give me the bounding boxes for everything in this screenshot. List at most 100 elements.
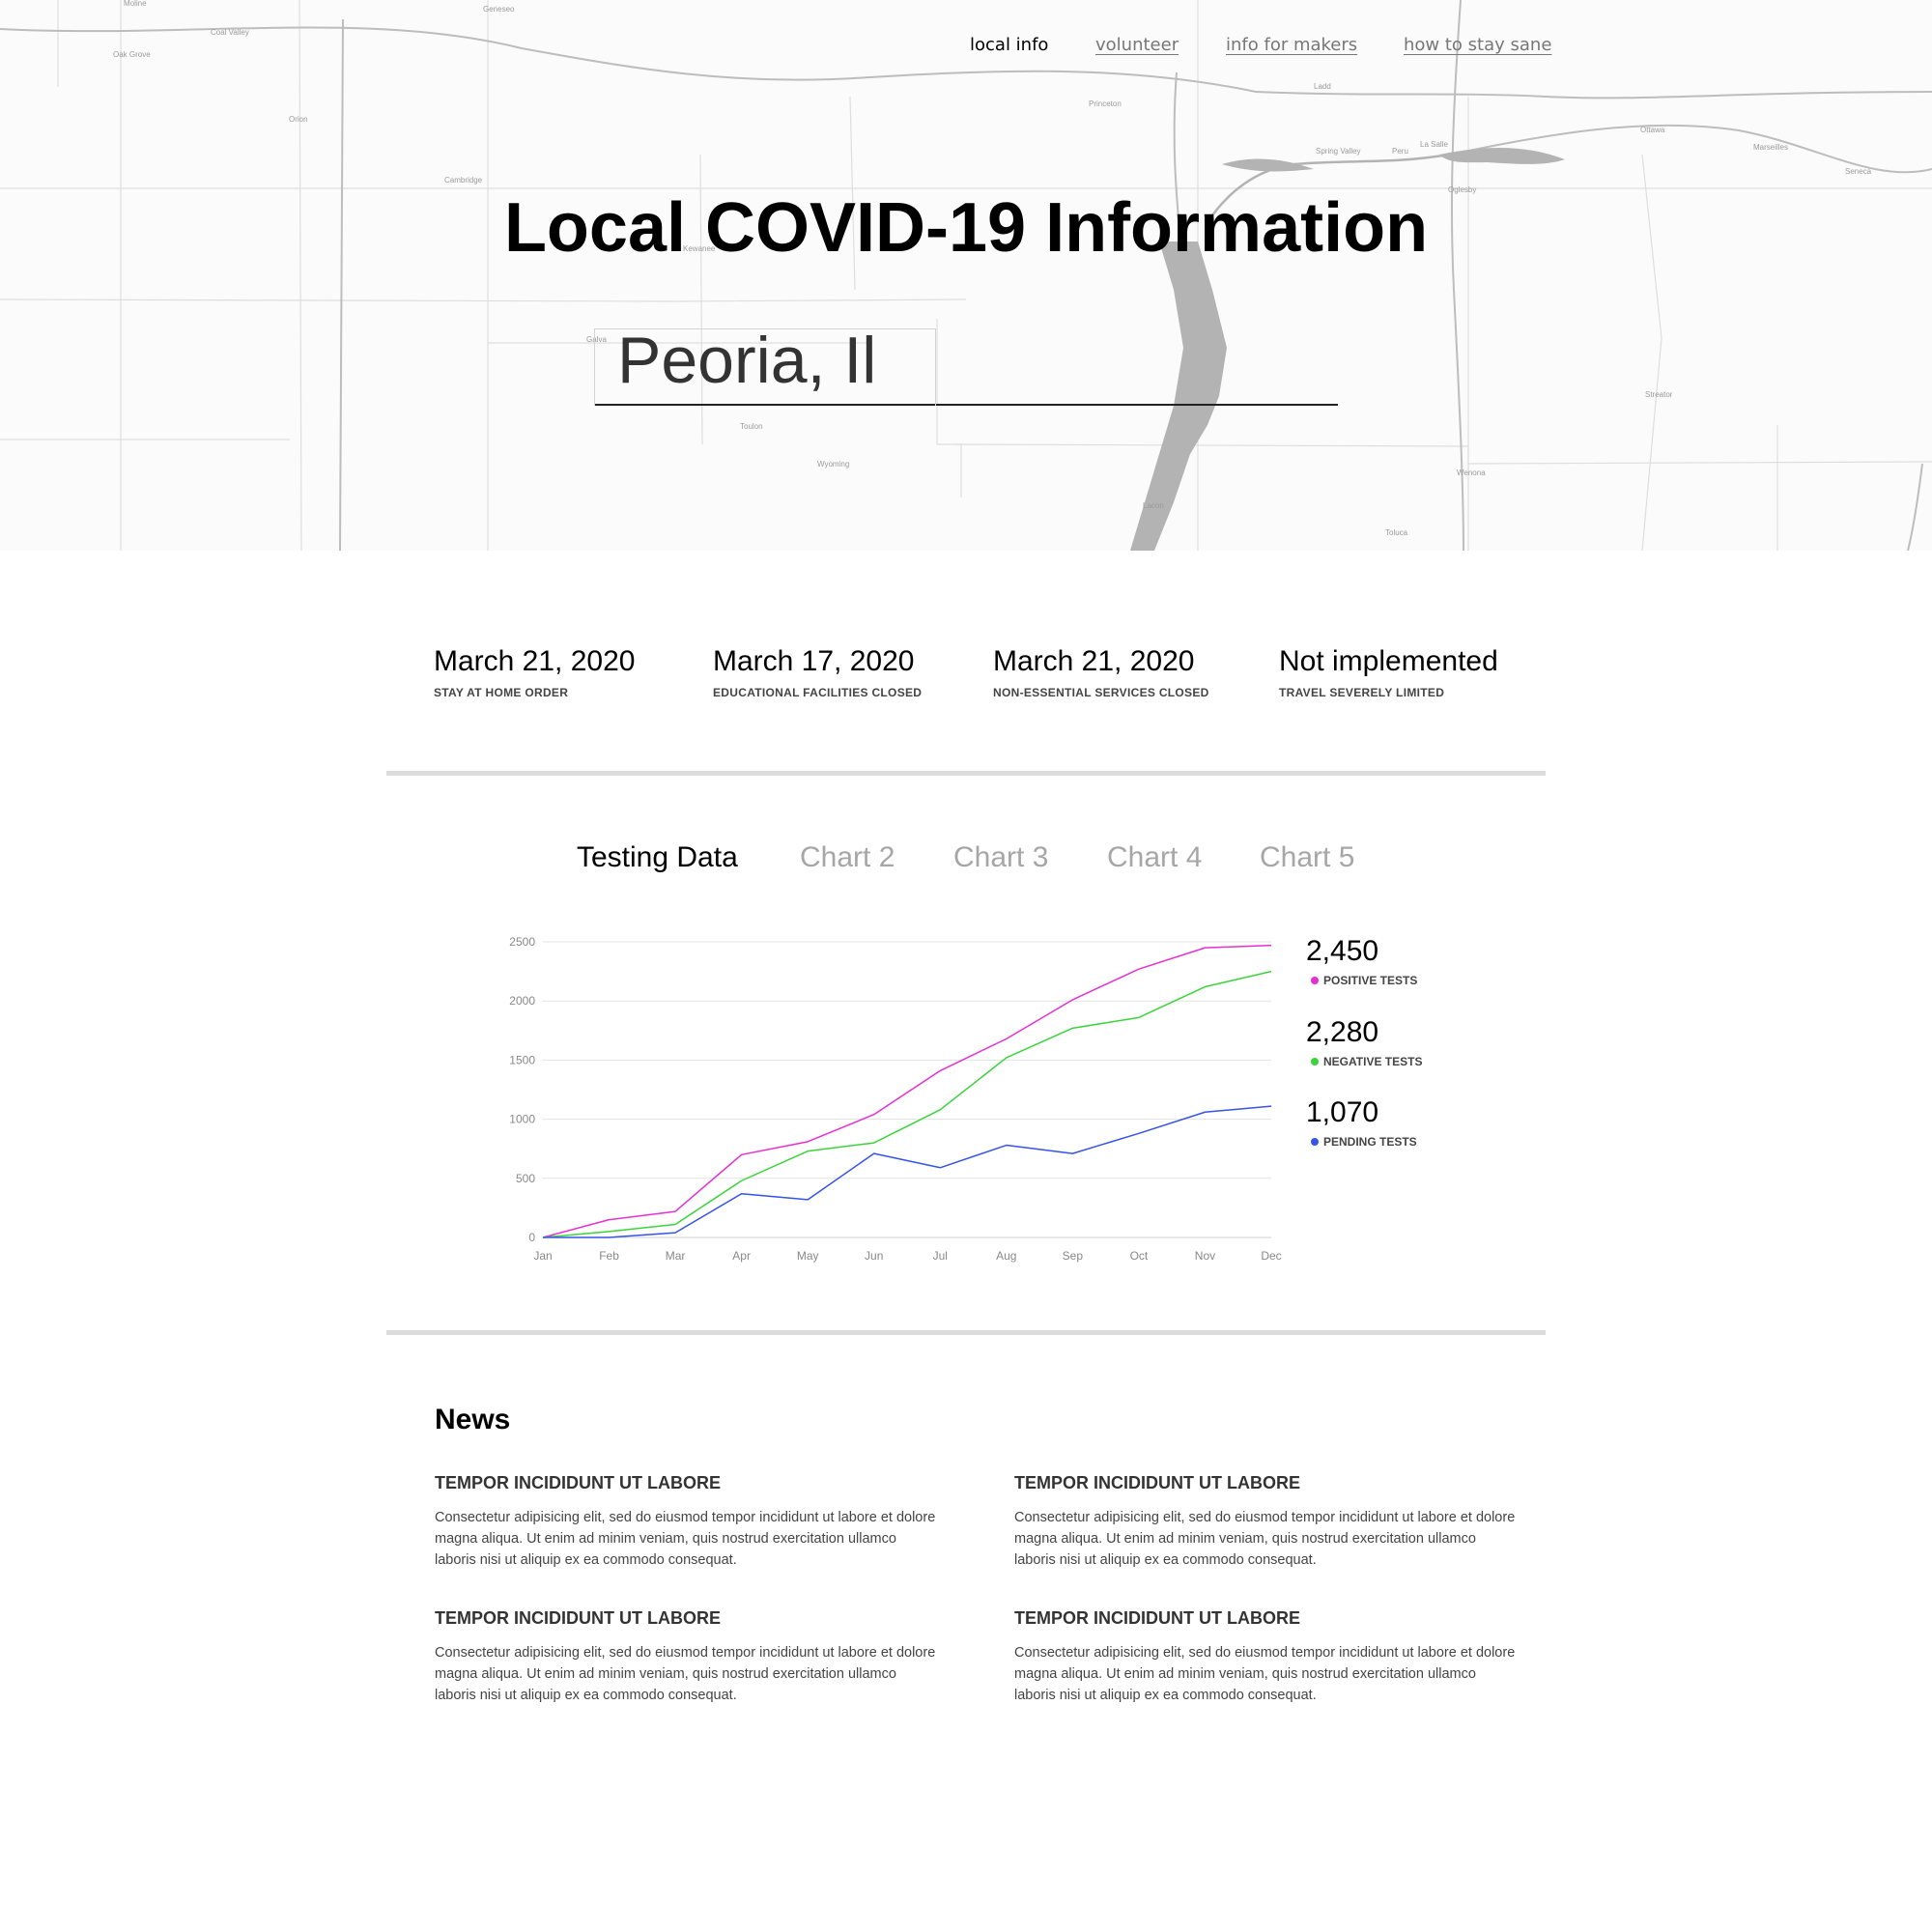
status-label: TRAVEL SEVERELY LIMITED xyxy=(1279,686,1445,699)
tab-chart-5[interactable]: Chart 5 xyxy=(1260,841,1355,873)
news-heading[interactable]: TEMPOR INCIDIDUNT UT LABORE xyxy=(435,1473,721,1492)
map-place-label: Geneseo xyxy=(483,5,515,14)
background-map: Moline Coal Valley Geneseo Oak Grove Ori… xyxy=(0,0,1932,551)
map-place-label: Oglesby xyxy=(1448,185,1476,194)
x-tick-label: Oct xyxy=(1130,1249,1149,1263)
map-place-label: Toluca xyxy=(1385,528,1408,537)
x-tick-label: Jan xyxy=(533,1249,552,1263)
news-item: TEMPOR INCIDIDUNT UT LABORE Consectetur … xyxy=(1014,1608,1517,1706)
status-label: NON-ESSENTIAL SERVICES CLOSED xyxy=(993,686,1209,699)
news-item: TEMPOR INCIDIDUNT UT LABORE Consectetur … xyxy=(435,1473,937,1571)
news-body: Consectetur adipisicing elit, sed do eiu… xyxy=(1014,1645,1516,1703)
legend-label-text: POSITIVE TESTS xyxy=(1323,974,1418,987)
legend-label: POSITIVE TESTS xyxy=(1306,974,1499,987)
page-title: Local COVID-19 Information xyxy=(503,189,1429,267)
restrictions-status-row: March 21, 2020 STAY AT HOME ORDER March … xyxy=(434,645,1554,713)
x-tick-label: Jun xyxy=(865,1249,883,1263)
map-place-label: Ladd xyxy=(1314,82,1331,91)
legend-value: 2,280 xyxy=(1306,1016,1379,1048)
map-place-label: La Salle xyxy=(1420,140,1448,149)
series-line-positive-tests xyxy=(542,944,1272,1238)
news-heading[interactable]: TEMPOR INCIDIDUNT UT LABORE xyxy=(435,1608,721,1628)
series-line-pending-tests xyxy=(543,1105,1272,1238)
y-tick-label: 1500 xyxy=(509,1053,535,1066)
legend-label-text: NEGATIVE TESTS xyxy=(1323,1055,1423,1068)
y-tick-label: 2000 xyxy=(509,994,535,1008)
series-line-negative-tests xyxy=(542,970,1272,1238)
map-place-label: Kewanee xyxy=(683,244,716,253)
status-date: Not implemented xyxy=(1279,645,1498,677)
testing-data-chart: 0 500 1000 1500 2000 2500 Jan Feb Mar Apr May Jun J… xyxy=(509,935,1281,1263)
news-body: Consectetur adipisicing elit, sed do eiu… xyxy=(1014,1510,1516,1568)
map-place-label: Peru xyxy=(1392,147,1408,156)
map-place-label: Toulon xyxy=(740,422,763,431)
x-tick-label: Apr xyxy=(732,1249,751,1263)
map-place-label: Marseilles xyxy=(1753,143,1788,152)
x-tick-label: Nov xyxy=(1195,1249,1215,1263)
legend-dot-icon xyxy=(1311,1138,1319,1146)
map-place-label: Wenona xyxy=(1457,469,1486,477)
status-date: March 21, 2020 xyxy=(993,645,1195,677)
status-item-non-essential-services: March 21, 2020 NON-ESSENTIAL SERVICES CL… xyxy=(993,645,1209,699)
map-place-label: Ottawa xyxy=(1640,126,1665,134)
status-item-travel: Not implemented TRAVEL SEVERELY LIMITED xyxy=(1279,645,1498,699)
x-tick-label: Aug xyxy=(996,1249,1016,1263)
status-label: EDUCATIONAL FACILITIES CLOSED xyxy=(713,686,923,699)
chart-legend: 2,450 POSITIVE TESTS 2,280 NEGATIVE TEST… xyxy=(1306,935,1499,1167)
news-item: TEMPOR INCIDIDUNT UT LABORE Consectetur … xyxy=(435,1608,937,1706)
map-place-label: Streator xyxy=(1645,390,1673,399)
status-date: March 21, 2020 xyxy=(434,645,636,677)
map-place-label: Oak Grove xyxy=(113,50,151,59)
tab-chart-3[interactable]: Chart 3 xyxy=(953,841,1049,873)
nav-how-to-stay-sane-link[interactable]: how to stay sane xyxy=(1404,35,1552,55)
map-place-label: Coal Valley xyxy=(211,28,249,37)
map-place-label: Spring Valley xyxy=(1316,147,1361,156)
news-item: TEMPOR INCIDIDUNT UT LABORE Consectetur … xyxy=(1014,1473,1517,1571)
tab-chart-4[interactable]: Chart 4 xyxy=(1107,841,1203,873)
nav-local-info-link[interactable]: local info xyxy=(970,35,1049,55)
x-tick-label: May xyxy=(797,1249,819,1263)
status-label: STAY AT HOME ORDER xyxy=(434,686,569,699)
location-field xyxy=(594,319,1338,406)
hero-map-banner: Moline Coal Valley Geneseo Oak Grove Ori… xyxy=(0,0,1932,551)
map-place-label: Lacon xyxy=(1143,501,1164,510)
tab-chart-2[interactable]: Chart 2 xyxy=(800,841,895,873)
top-nav: local info volunteer info for makers how… xyxy=(970,35,1569,64)
x-tick-label: Sep xyxy=(1063,1249,1084,1263)
news-body: Consectetur adipisicing elit, sed do eiu… xyxy=(435,1645,936,1703)
y-tick-label: 1000 xyxy=(509,1113,535,1126)
y-tick-label: 2500 xyxy=(509,935,535,949)
legend-label: NEGATIVE TESTS xyxy=(1306,1055,1499,1068)
y-tick-label: 500 xyxy=(516,1172,535,1185)
map-place-label: Wyoming xyxy=(817,460,849,469)
legend-value: 1,070 xyxy=(1306,1096,1379,1128)
legend-dot-icon xyxy=(1311,977,1319,984)
legend-item-pending: 1,070 PENDING TESTS xyxy=(1306,1096,1499,1149)
y-tick-label: 0 xyxy=(528,1231,535,1244)
section-divider xyxy=(386,771,1546,776)
map-place-label: Cambridge xyxy=(444,176,483,185)
legend-dot-icon xyxy=(1311,1058,1319,1065)
nav-info-for-makers-link[interactable]: info for makers xyxy=(1226,35,1358,55)
location-input[interactable] xyxy=(617,319,1332,402)
legend-value: 2,450 xyxy=(1306,935,1379,967)
tab-testing-data[interactable]: Testing Data xyxy=(577,841,738,873)
map-place-label: Orion xyxy=(289,115,308,124)
map-place-label: Seneca xyxy=(1845,167,1872,176)
section-divider xyxy=(386,1330,1546,1335)
legend-label: PENDING TESTS xyxy=(1306,1135,1499,1149)
news-heading[interactable]: TEMPOR INCIDIDUNT UT LABORE xyxy=(1014,1473,1300,1492)
legend-label-text: PENDING TESTS xyxy=(1323,1135,1417,1149)
status-item-educational-facilities: March 17, 2020 EDUCATIONAL FACILITIES CL… xyxy=(713,645,922,699)
x-tick-label: Feb xyxy=(599,1249,619,1263)
news-section-title: News xyxy=(435,1404,511,1435)
legend-item-negative: 2,280 NEGATIVE TESTS xyxy=(1306,1016,1499,1068)
x-tick-label: Dec xyxy=(1261,1249,1281,1263)
nav-volunteer-link[interactable]: volunteer xyxy=(1095,35,1179,55)
legend-item-positive: 2,450 POSITIVE TESTS xyxy=(1306,935,1499,987)
news-heading[interactable]: TEMPOR INCIDIDUNT UT LABORE xyxy=(1014,1608,1300,1628)
x-tick-label: Mar xyxy=(666,1249,686,1263)
status-item-stay-at-home: March 21, 2020 STAY AT HOME ORDER xyxy=(434,645,635,699)
x-tick-label: Jul xyxy=(933,1249,948,1263)
map-place-label: Moline xyxy=(124,0,147,8)
